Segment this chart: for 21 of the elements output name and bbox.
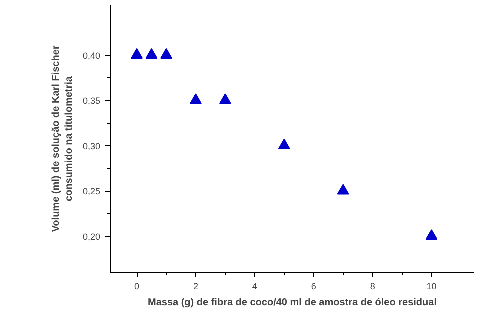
point	[190, 94, 202, 104]
x-tick-label: 6	[311, 282, 316, 292]
point	[337, 184, 350, 195]
y-tick-label: 0,25	[82, 186, 101, 197]
point	[160, 48, 172, 59]
point	[146, 48, 158, 59]
point	[278, 138, 290, 150]
y-axis-title: Volume (ml) de solução de Karl Fischer consumido na titulometria	[50, 46, 75, 232]
y-tick-label: 0,35	[82, 96, 101, 106]
y-tick-label: 0,40	[82, 50, 101, 61]
x-tick-label: 8	[370, 282, 376, 292]
x-tick-label: 0	[134, 282, 140, 292]
y-tick-label: 0,30	[82, 141, 101, 152]
point	[426, 229, 438, 240]
x-tick-label: 10	[426, 282, 437, 292]
x-tick-label: 4	[252, 282, 258, 292]
point	[219, 94, 232, 104]
point	[131, 48, 144, 59]
x-tick-label: 2	[193, 282, 198, 292]
x-axis-title: Massa (g) de fibra de coco/40 ml de amostra de óleo residual	[148, 298, 438, 308]
y-tick-label: 0,20	[82, 232, 101, 242]
